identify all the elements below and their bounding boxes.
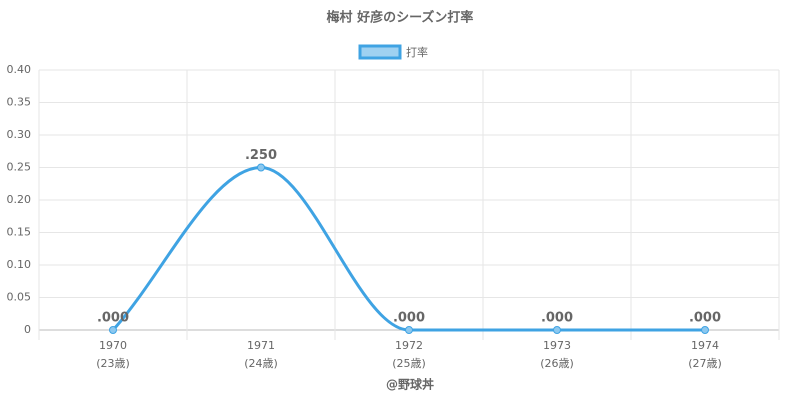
y-tick-label: 0	[24, 323, 31, 336]
x-tick-label: 1973	[543, 339, 571, 352]
y-tick-label: 0.20	[7, 193, 32, 206]
y-tick-label: 0.35	[7, 96, 32, 109]
x-tick-label: 1972	[395, 339, 423, 352]
y-tick-label: 0.15	[7, 226, 32, 239]
x-tick-sublabel: (27歳)	[688, 357, 722, 370]
point	[405, 326, 413, 334]
y-tick-label: 0.25	[7, 161, 32, 174]
x-tick-sublabel: (26歳)	[540, 357, 574, 370]
legend-label: 打率	[406, 45, 428, 59]
data-label: .000	[393, 311, 425, 326]
data-label: .000	[97, 311, 129, 326]
x-tick-label: 1971	[247, 339, 275, 352]
point	[701, 326, 709, 334]
y-tick-label: 0.30	[7, 128, 32, 141]
x-tick-label: 1970	[99, 339, 127, 352]
x-tick-label: 1974	[691, 339, 719, 352]
x-tick-sublabel: (25歳)	[392, 357, 426, 370]
point	[257, 163, 265, 172]
legend-swatch	[358, 44, 402, 60]
data-label: .000	[541, 311, 573, 326]
chart-title: 梅村 好彦のシーズン打率	[327, 10, 474, 26]
point	[553, 326, 561, 334]
y-tick-label: 0.05	[7, 291, 32, 304]
x-tick-sublabel: (24歳)	[244, 357, 278, 370]
data-label: .000	[689, 311, 721, 326]
x-tick-sublabel: (23歳)	[96, 357, 130, 370]
y-tick-label: 0.10	[7, 258, 32, 271]
source: @野球丼	[386, 377, 434, 392]
point	[109, 326, 117, 334]
line	[111, 165, 705, 332]
y-tick-label: 0.40	[7, 63, 32, 76]
data-label: .250	[245, 148, 277, 163]
